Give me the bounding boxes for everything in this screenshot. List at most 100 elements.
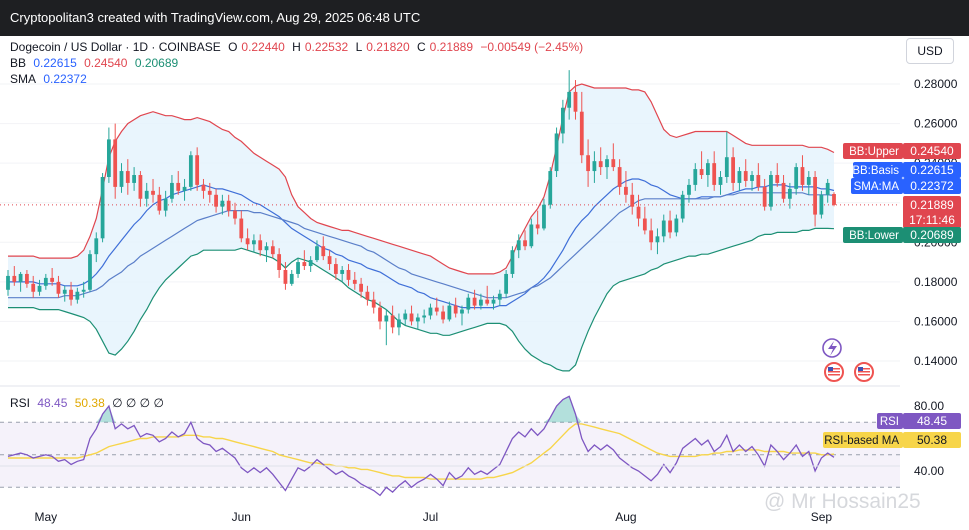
candle: [428, 303, 433, 320]
rsi-ma-badge-value: 50.38: [917, 433, 947, 447]
candle: [756, 163, 761, 191]
candle: [252, 234, 256, 253]
candle: [125, 159, 130, 195]
candle-body: [535, 224, 540, 229]
candle-body: [132, 175, 136, 183]
candle-body: [479, 299, 483, 306]
candle: [649, 218, 654, 251]
candle: [598, 147, 603, 176]
candle: [491, 295, 496, 310]
sma-label: SMA: [10, 72, 37, 86]
candle-body: [775, 175, 780, 183]
currency-button[interactable]: USD: [906, 38, 954, 64]
candle-body: [485, 299, 490, 304]
candle-body: [756, 175, 761, 187]
candle: [409, 305, 414, 326]
candle: [422, 309, 427, 324]
watermark: @ Mr Hossain25: [764, 490, 921, 513]
candle-body: [699, 169, 704, 176]
candle: [182, 178, 187, 201]
price-tick-label: 0.16000: [914, 314, 958, 328]
candles: [6, 70, 836, 346]
candle: [403, 309, 408, 326]
close-label: C: [416, 40, 426, 54]
candle: [75, 287, 80, 304]
candle-body: [560, 107, 565, 134]
candle: [25, 269, 29, 288]
candle-body: [346, 269, 351, 280]
candle-body: [762, 186, 767, 207]
candle: [397, 313, 401, 336]
candle: [6, 269, 10, 296]
candle: [743, 159, 748, 187]
candle: [270, 240, 275, 259]
candle: [516, 234, 521, 259]
candle: [668, 210, 672, 239]
bb-upper-line: [8, 83, 835, 275]
candle-body: [144, 190, 149, 199]
candle: [188, 151, 193, 191]
candle: [144, 182, 149, 207]
candle: [69, 281, 73, 306]
bb-basis-badge-value-box: [903, 162, 961, 178]
time-tick-label: Jul: [423, 510, 438, 524]
candle-body: [460, 309, 464, 314]
flag-stripe: [828, 374, 840, 376]
change-value: −0.00549 (−2.45%): [480, 40, 584, 54]
candle-body: [529, 224, 534, 247]
bb-lower-badge-label-box: [843, 227, 903, 243]
candle: [775, 163, 780, 187]
symbol-title[interactable]: Dogecoin / US Dollar · 1D · COINBASE: [10, 40, 221, 54]
candle: [157, 186, 162, 215]
candle: [359, 277, 363, 298]
bb-lower-badge: BB:Lower 0.20689: [843, 227, 961, 243]
candle: [560, 99, 565, 144]
candle: [737, 167, 742, 191]
candle-body: [233, 210, 237, 219]
candle-body: [352, 279, 357, 284]
candle: [321, 236, 326, 261]
candle-body: [750, 175, 754, 181]
rsi-legend[interactable]: RSI 48.45 50.38 ∅ ∅ ∅ ∅: [10, 396, 168, 410]
candle: [750, 171, 754, 191]
candle-body: [813, 176, 817, 215]
candle-body: [794, 167, 799, 189]
candle-body: [333, 264, 338, 274]
candle-body: [434, 307, 439, 312]
bb-basis-badge-label: BB:Basis: [852, 165, 899, 177]
chart-canvas[interactable]: 0.280000.260000.240000.200000.180000.160…: [0, 36, 969, 530]
candle-body: [245, 238, 250, 245]
sma-legend[interactable]: SMA 0.22372: [10, 72, 91, 86]
candle: [56, 275, 61, 298]
candle: [504, 269, 509, 298]
bb-legend[interactable]: BB 0.22615 0.24540 0.20689: [10, 56, 182, 70]
candle-body: [573, 91, 578, 112]
candle: [535, 210, 540, 235]
candle: [441, 305, 445, 324]
candle: [327, 250, 332, 270]
candle: [289, 269, 294, 286]
sma-badge-label: SMA:MA: [854, 181, 900, 193]
low-value: 0.21820: [366, 40, 410, 54]
bb-upper-badge: BB:Upper 0.24540: [843, 143, 961, 159]
rsi-tick-label: 80.00: [914, 399, 944, 413]
candle: [43, 273, 48, 290]
flag-stripe: [858, 374, 870, 376]
candle-body: [592, 161, 597, 172]
candle-body: [207, 190, 212, 195]
candle: [485, 285, 490, 306]
rsi-badge-label-box: [877, 413, 903, 429]
candle-body: [409, 313, 414, 322]
candle: [642, 206, 647, 235]
candle-body: [25, 273, 29, 284]
candle-body: [252, 240, 256, 245]
candle-body: [737, 171, 742, 183]
candle: [680, 190, 685, 223]
price-tick-label: 0.14000: [914, 354, 958, 368]
candle: [611, 143, 616, 172]
candle-body: [264, 246, 269, 251]
candle: [819, 190, 824, 219]
candle: [466, 293, 471, 314]
candle: [479, 293, 483, 310]
